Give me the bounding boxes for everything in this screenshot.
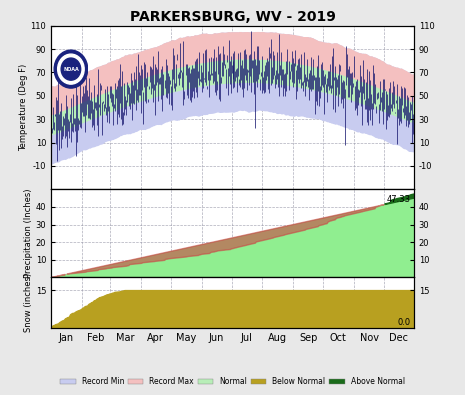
Text: NOAA: NOAA [63,67,79,71]
Text: 47.33: 47.33 [387,195,411,204]
Y-axis label: Snow (inches): Snow (inches) [24,273,33,332]
Text: 0.0: 0.0 [398,318,411,327]
Circle shape [58,54,84,84]
Y-axis label: Temperature (Deg F): Temperature (Deg F) [19,64,28,151]
Text: PARKERSBURG, WV - 2019: PARKERSBURG, WV - 2019 [130,10,335,24]
Y-axis label: Precipitation (Inches): Precipitation (Inches) [24,189,33,278]
Circle shape [54,50,87,88]
Legend: Record Min, Record Max, Normal, Below Normal, Above Normal: Record Min, Record Max, Normal, Below No… [57,374,408,389]
Circle shape [61,58,81,80]
